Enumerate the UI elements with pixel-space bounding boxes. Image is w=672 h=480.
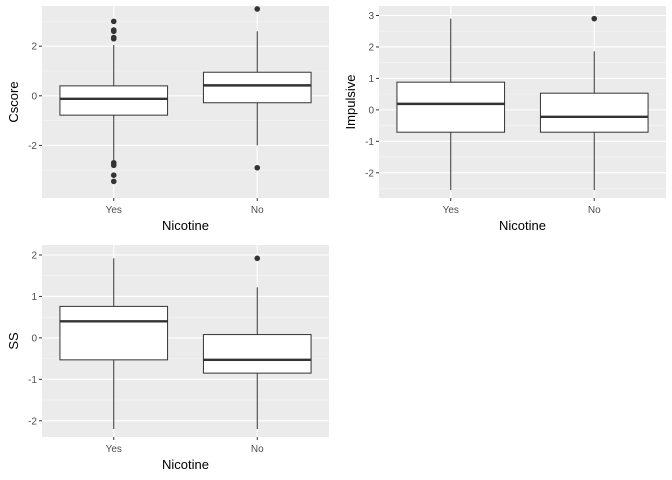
y-axis-title: Cscore: [6, 81, 21, 122]
y-tick-label: -1: [28, 375, 37, 386]
box-yes: [396, 18, 506, 191]
y-tick-label: 0: [368, 105, 374, 116]
outlier-point: [110, 35, 117, 42]
y-tick-label: 1: [31, 292, 37, 303]
x-axis-title: Nicotine: [162, 218, 209, 233]
y-tick-label: -2: [28, 416, 37, 427]
box-yes: [59, 18, 169, 185]
y-tick-label: 2: [368, 42, 374, 53]
box-iqr: [59, 305, 169, 361]
x-tick-label: Yes: [443, 205, 459, 216]
y-tick-label: 0: [31, 333, 37, 344]
outlier-point: [110, 18, 117, 25]
box-iqr: [202, 334, 312, 374]
y-tick-label: -1: [365, 137, 374, 148]
y-tick-label: 0: [31, 91, 37, 102]
box-no: [539, 15, 649, 191]
outlier-point: [254, 6, 261, 12]
x-axis-title: Nicotine: [499, 218, 546, 233]
outlier-point: [110, 162, 117, 169]
box-no: [202, 6, 312, 171]
x-axis-title: Nicotine: [162, 457, 209, 472]
box-iqr: [59, 85, 169, 116]
y-tick-label: 2: [31, 250, 37, 261]
chart-panel-3: -2 -1 0 1 2 Yes No Nicotine SS: [6, 245, 329, 472]
box-iqr: [202, 71, 312, 104]
outlier-point: [254, 255, 261, 262]
box-iqr: [396, 81, 506, 133]
chart-panel-1: -2 0 2 Yes No Nicotine Cscore: [6, 6, 329, 233]
x-tick-label: Yes: [106, 444, 122, 455]
box-iqr: [539, 92, 649, 133]
box-no: [202, 255, 312, 430]
x-tick-label: No: [251, 205, 264, 216]
box-yes: [59, 258, 169, 430]
y-tick-label: -2: [365, 168, 374, 179]
y-axis-title: Impulsive: [343, 75, 358, 130]
x-tick-label: No: [588, 205, 601, 216]
outlier-point: [254, 164, 261, 171]
y-tick-label: -2: [28, 141, 37, 152]
y-tick-label: 3: [368, 11, 374, 22]
y-tick-label: 2: [31, 42, 37, 53]
outlier-point: [110, 28, 117, 35]
outlier-point: [110, 178, 117, 185]
x-tick-label: Yes: [106, 205, 122, 216]
y-tick-label: 1: [368, 74, 374, 85]
outlier-point: [110, 172, 117, 178]
chart-panel-2: -2 -1 0 1 2 3 Yes No Nicotine Impulsive: [343, 6, 666, 233]
outlier-point: [591, 15, 598, 22]
y-axis-title: SS: [6, 332, 21, 350]
x-tick-label: No: [251, 444, 264, 455]
